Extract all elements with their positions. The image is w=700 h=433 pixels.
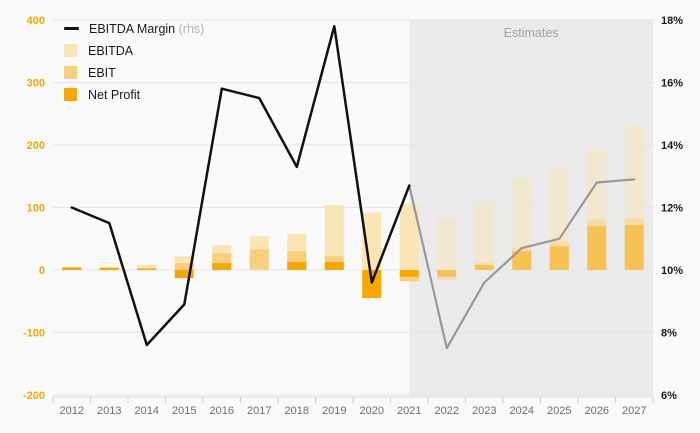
bar-net-profit [399,270,419,277]
left-axis-tick-label: 0 [39,265,45,277]
line-swatch-icon [64,27,79,30]
estimates-region-label: Estimates [503,26,559,40]
bar-net-profit [137,268,157,270]
x-axis-year-label: 2026 [585,405,609,417]
right-axis-tick-label: 10% [661,265,683,277]
right-axis-tick-label: 14% [661,140,683,152]
x-axis-year-label: 2014 [135,405,159,417]
legend-label: EBIT [88,65,116,80]
left-axis-tick-label: 300 [27,78,45,90]
left-axis-tick-label: 400 [27,15,45,27]
legend-label: Net Profit [88,87,141,102]
legend-item-ebit: EBIT [64,65,204,80]
right-axis-tick-label: 8% [661,328,677,340]
x-axis-year-label: 2015 [172,405,196,417]
right-axis-tick-label: 12% [661,203,683,215]
bar-ebit [174,263,194,270]
bar-net-profit [624,225,644,270]
bar-ebit [249,249,269,270]
legend-item-net-profit: Net Profit [64,87,204,102]
right-axis-tick-label: 16% [661,78,683,90]
x-axis-year-label: 2021 [397,405,421,417]
x-axis-year-label: 2019 [322,405,346,417]
left-axis-tick-label: 200 [27,140,45,152]
bar-net-profit [212,263,232,270]
x-axis-year-label: 2013 [97,405,121,417]
x-axis-year-label: 2022 [435,405,459,417]
legend: EBITDA Margin (rhs) EBITDA EBIT Net Prof… [64,21,204,102]
x-axis-year-label: 2025 [547,405,571,417]
bar-net-profit [324,261,344,270]
bar-net-profit [549,246,569,270]
right-axis-tick-label: 6% [661,390,677,402]
x-axis-year-label: 2027 [622,405,646,417]
left-axis-tick-label: 100 [27,203,45,215]
bar-net-profit [99,268,119,270]
legend-label: EBITDA Margin (rhs) [89,21,205,36]
legend-item-ebitda-margin: EBITDA Margin (rhs) [64,21,204,36]
legend-label: EBITDA [88,43,134,58]
legend-item-ebitda: EBITDA [64,43,204,58]
bar-net-profit [362,270,382,299]
bar-ebitda [137,265,157,270]
x-axis-year-label: 2023 [472,405,496,417]
left-axis-tick-label: -100 [23,328,45,340]
ebit-swatch-icon [64,66,77,79]
x-axis-year-label: 2017 [247,405,271,417]
bar-net-profit [287,261,307,270]
x-axis-year-label: 2016 [210,405,234,417]
bar-ebitda [437,218,457,270]
left-axis-tick-label: -200 [23,390,45,402]
bar-ebitda [399,204,419,270]
x-axis-year-label: 2020 [360,405,384,417]
bar-net-profit [474,265,494,270]
margin-line-estimates [408,178,636,350]
x-axis-year-label: 2018 [285,405,309,417]
bar-ebitda [324,205,344,270]
ebitda-swatch-icon [64,44,77,57]
x-axis-year-label: 2012 [60,405,84,417]
bar-net-profit [437,270,457,277]
bar-net-profit [512,251,532,270]
margin-line-actual [70,24,411,347]
bar-net-profit [174,270,194,279]
x-axis-year-label: 2024 [510,405,534,417]
net-profit-swatch-icon [64,88,77,101]
bar-net-profit [587,226,607,270]
bar-ebitda [474,201,494,270]
right-axis-tick-label: 18% [661,15,683,27]
bar-net-profit [62,267,82,270]
